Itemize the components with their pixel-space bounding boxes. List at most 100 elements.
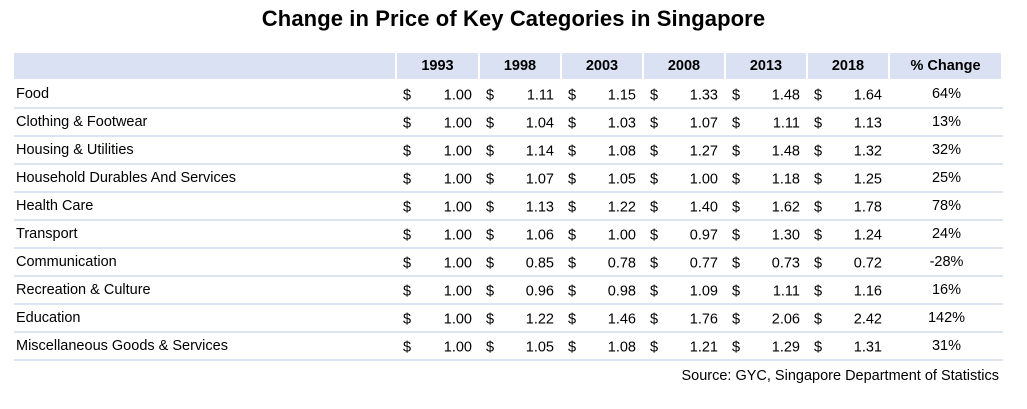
- price-cell: $1.00: [397, 333, 480, 361]
- price-value: 1.27: [689, 143, 718, 160]
- currency-symbol: $: [732, 87, 741, 104]
- percent-change-cell: 13%: [890, 109, 1003, 137]
- category-cell: Household Durables And Services: [14, 165, 397, 193]
- price-cell: $0.85: [480, 249, 562, 277]
- percent-change-cell: 16%: [890, 277, 1003, 305]
- price-cell: $1.33: [644, 81, 726, 109]
- price-value: 1.00: [443, 87, 472, 104]
- currency-symbol: $: [814, 171, 823, 188]
- table-row: Communication $1.00 $0.85 $0.78 $0.77 $0.73 $0…: [14, 249, 1003, 277]
- price-value: 1.15: [607, 87, 636, 104]
- price-value: 0.96: [525, 283, 554, 300]
- currency-symbol: $: [650, 87, 659, 104]
- price-value: 0.98: [607, 283, 636, 300]
- price-value: 1.09: [689, 283, 718, 300]
- price-cell: $1.32: [808, 137, 890, 165]
- price-cell: $0.77: [644, 249, 726, 277]
- chart-title: Change in Price of Key Categories in Sin…: [261, 6, 766, 31]
- price-value: 1.22: [525, 311, 554, 328]
- price-value: 1.04: [525, 115, 554, 132]
- price-value: 1.40: [689, 199, 718, 216]
- price-cell: $1.76: [644, 305, 726, 333]
- category-cell: Housing & Utilities: [14, 137, 397, 165]
- price-value: 1.06: [525, 227, 554, 244]
- price-cell: $1.00: [644, 165, 726, 193]
- percent-change-cell: 31%: [890, 333, 1003, 361]
- price-value: 1.62: [771, 199, 800, 216]
- price-value: 1.07: [525, 171, 554, 188]
- percent-change-cell: 142%: [890, 305, 1003, 333]
- price-cell: $0.72: [808, 249, 890, 277]
- currency-symbol: $: [814, 227, 823, 244]
- currency-symbol: $: [568, 227, 577, 244]
- column-header: % Change: [890, 53, 1003, 81]
- price-value: 1.07: [689, 115, 718, 132]
- price-value: 0.85: [525, 255, 554, 272]
- price-cell: $1.18: [726, 165, 808, 193]
- currency-symbol: $: [403, 339, 412, 356]
- price-value: 1.21: [689, 339, 718, 356]
- price-value: 0.77: [689, 255, 718, 272]
- price-cell: $1.31: [808, 333, 890, 361]
- currency-symbol: $: [486, 339, 495, 356]
- percent-change-cell: 25%: [890, 165, 1003, 193]
- currency-symbol: $: [814, 339, 823, 356]
- category-cell: Health Care: [14, 193, 397, 221]
- column-header: 2008: [644, 53, 726, 81]
- currency-symbol: $: [814, 255, 823, 272]
- column-header: 1998: [480, 53, 562, 81]
- price-value: 1.48: [771, 143, 800, 160]
- currency-symbol: $: [732, 255, 741, 272]
- currency-symbol: $: [732, 143, 741, 160]
- currency-symbol: $: [650, 143, 659, 160]
- currency-symbol: $: [568, 143, 577, 160]
- price-cell: $1.07: [644, 109, 726, 137]
- currency-symbol: $: [403, 311, 412, 328]
- price-cell: $1.48: [726, 137, 808, 165]
- price-cell: $1.27: [644, 137, 726, 165]
- currency-symbol: $: [403, 171, 412, 188]
- price-cell: $1.00: [397, 221, 480, 249]
- currency-symbol: $: [732, 311, 741, 328]
- price-value: 2.06: [771, 311, 800, 328]
- price-cell: $0.73: [726, 249, 808, 277]
- currency-symbol: $: [732, 115, 741, 132]
- percent-change-cell: -28%: [890, 249, 1003, 277]
- price-value: 1.78: [853, 199, 882, 216]
- category-cell: Recreation & Culture: [14, 277, 397, 305]
- price-cell: $0.78: [562, 249, 644, 277]
- price-value: 1.00: [443, 255, 472, 272]
- currency-symbol: $: [486, 115, 495, 132]
- currency-symbol: $: [403, 115, 412, 132]
- price-value: 1.03: [607, 115, 636, 132]
- price-cell: $1.00: [397, 109, 480, 137]
- currency-symbol: $: [650, 199, 659, 216]
- currency-symbol: $: [650, 171, 659, 188]
- price-cell: $1.13: [480, 193, 562, 221]
- price-value: 1.64: [853, 87, 882, 104]
- percent-change-cell: 24%: [890, 221, 1003, 249]
- currency-symbol: $: [650, 311, 659, 328]
- category-cell: Transport: [14, 221, 397, 249]
- column-header: 1993: [397, 53, 480, 81]
- price-value: 0.78: [607, 255, 636, 272]
- price-cell: $0.97: [644, 221, 726, 249]
- category-cell: Communication: [14, 249, 397, 277]
- currency-symbol: $: [732, 227, 741, 244]
- price-cell: $1.30: [726, 221, 808, 249]
- currency-symbol: $: [650, 339, 659, 356]
- currency-symbol: $: [403, 87, 412, 104]
- currency-symbol: $: [568, 339, 577, 356]
- price-cell: $1.07: [480, 165, 562, 193]
- table-row: Food $1.00 $1.11 $1.15 $1.33 $1.48 $1.64 64%: [14, 81, 1003, 109]
- price-cell: $1.11: [480, 81, 562, 109]
- currency-symbol: $: [486, 227, 495, 244]
- source-note: Source: GYC, Singapore Department of Sta…: [681, 368, 999, 384]
- table-row: Education $1.00 $1.22 $1.46 $1.76 $2.06 $2.42 1…: [14, 305, 1003, 333]
- currency-symbol: $: [568, 283, 577, 300]
- price-cell: $1.15: [562, 81, 644, 109]
- price-cell: $1.21: [644, 333, 726, 361]
- price-cell: $1.00: [397, 137, 480, 165]
- percent-change-cell: 32%: [890, 137, 1003, 165]
- currency-symbol: $: [403, 283, 412, 300]
